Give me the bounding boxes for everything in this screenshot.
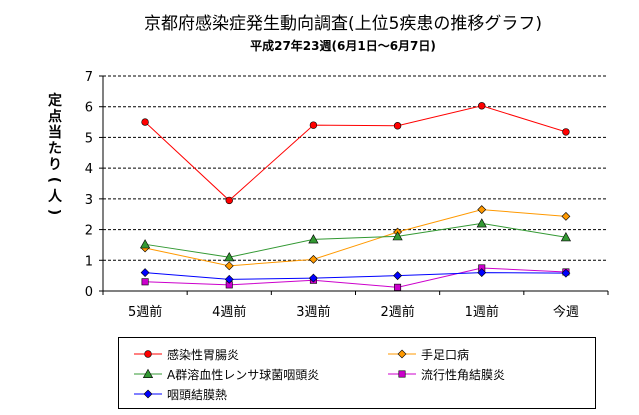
y-tick-label: 3 <box>85 193 93 208</box>
y-tick-label: 7 <box>85 70 93 85</box>
legend-label: 感染性胃腸炎 <box>167 347 240 362</box>
data-point <box>224 251 235 262</box>
data-point <box>308 273 318 283</box>
data-point <box>225 196 233 205</box>
data-point <box>224 261 234 271</box>
legend-label: A群溶血性レンサ球菌咽頭炎 <box>167 367 320 382</box>
x-tick-label: 今週 <box>553 304 579 320</box>
series-3 <box>139 218 572 262</box>
legend-marker <box>142 368 154 378</box>
series-line <box>144 209 566 267</box>
y-tick-label: 6 <box>85 101 93 116</box>
series-line <box>144 105 567 202</box>
chart-title: 京都府感染症発生動向調査(上位5疾患の推移グラフ) <box>144 14 542 34</box>
legend: 感染性胃腸炎 手足口病 A群溶血性レンサ球菌咽頭炎 流行性角結膜炎咽頭結膜熱 <box>118 337 596 409</box>
y-axis-label-char: り <box>48 157 62 173</box>
legend-item: A群溶血性レンサ球菌咽頭炎 <box>133 366 319 382</box>
legend-marker <box>143 389 153 399</box>
data-point <box>392 231 403 241</box>
y-axis-label-char: 定 <box>48 92 62 109</box>
x-tick-label: 1週前 <box>465 304 499 320</box>
x-tick-label: 4週前 <box>212 304 246 320</box>
series-5 <box>140 268 571 284</box>
series-line <box>145 267 566 288</box>
data-point <box>141 278 149 286</box>
data-point <box>309 121 318 129</box>
legend-swatch <box>388 349 416 359</box>
legend-label: 咽頭結膜熱 <box>167 387 228 402</box>
x-tick-label: 5週前 <box>128 304 162 320</box>
data-point <box>141 118 149 126</box>
data-point <box>561 268 571 278</box>
data-point <box>139 239 151 249</box>
series-1 <box>141 102 570 205</box>
legend-item: 流行性角結膜炎 <box>387 366 505 382</box>
legend-marker <box>398 370 406 378</box>
legend-marker <box>397 349 407 359</box>
legend-swatch <box>134 368 162 378</box>
data-point <box>140 268 150 277</box>
y-tick-label: 1 <box>85 254 93 269</box>
data-point <box>308 234 319 244</box>
data-point <box>476 218 487 228</box>
y-axis-label-char: ) <box>46 209 62 215</box>
data-point <box>561 211 571 221</box>
legend-marker <box>144 350 152 358</box>
y-tick-label: 5 <box>85 131 93 146</box>
data-point <box>224 274 234 284</box>
legend-label: 流行性角結膜炎 <box>421 367 506 382</box>
y-axis-label-char: ( <box>46 177 62 183</box>
series-line <box>145 222 566 258</box>
y-axis-label-char: 当 <box>48 124 62 141</box>
series-line <box>145 272 566 280</box>
legend-item: 感染性胃腸炎 <box>133 346 239 362</box>
data-point <box>393 122 402 130</box>
data-point <box>394 283 402 291</box>
x-tick-label: 2週前 <box>380 304 414 320</box>
chart-subtitle: 平成27年23週(6月1日～6月7日) <box>250 38 436 53</box>
y-tick-label: 0 <box>85 285 93 300</box>
legend-label: 手足口病 <box>421 347 470 362</box>
data-point <box>562 128 570 136</box>
y-axis-label-char: 人 <box>48 188 63 205</box>
y-tick-label: 2 <box>85 224 93 239</box>
data-point <box>477 205 487 215</box>
data-point <box>560 232 572 242</box>
plot-area: 0 1 2 3 4 5 6 7 5週前 4週前 3週前 2週前 1週前 今週 <box>85 70 609 320</box>
data-point <box>477 268 487 277</box>
y-axis-label-char: た <box>48 141 62 157</box>
legend-item: 手足口病 <box>387 346 469 362</box>
legend-swatch <box>134 350 162 358</box>
y-axis-label-char: 点 <box>48 108 62 125</box>
data-point <box>478 102 486 110</box>
legend-swatch <box>134 389 162 399</box>
data-point <box>393 271 403 281</box>
legend-swatch <box>388 370 416 378</box>
y-tick-label: 4 <box>85 162 93 177</box>
data-point <box>308 254 318 264</box>
x-tick-label: 3週前 <box>296 304 330 320</box>
legend-item: 咽頭結膜熱 <box>133 386 227 402</box>
